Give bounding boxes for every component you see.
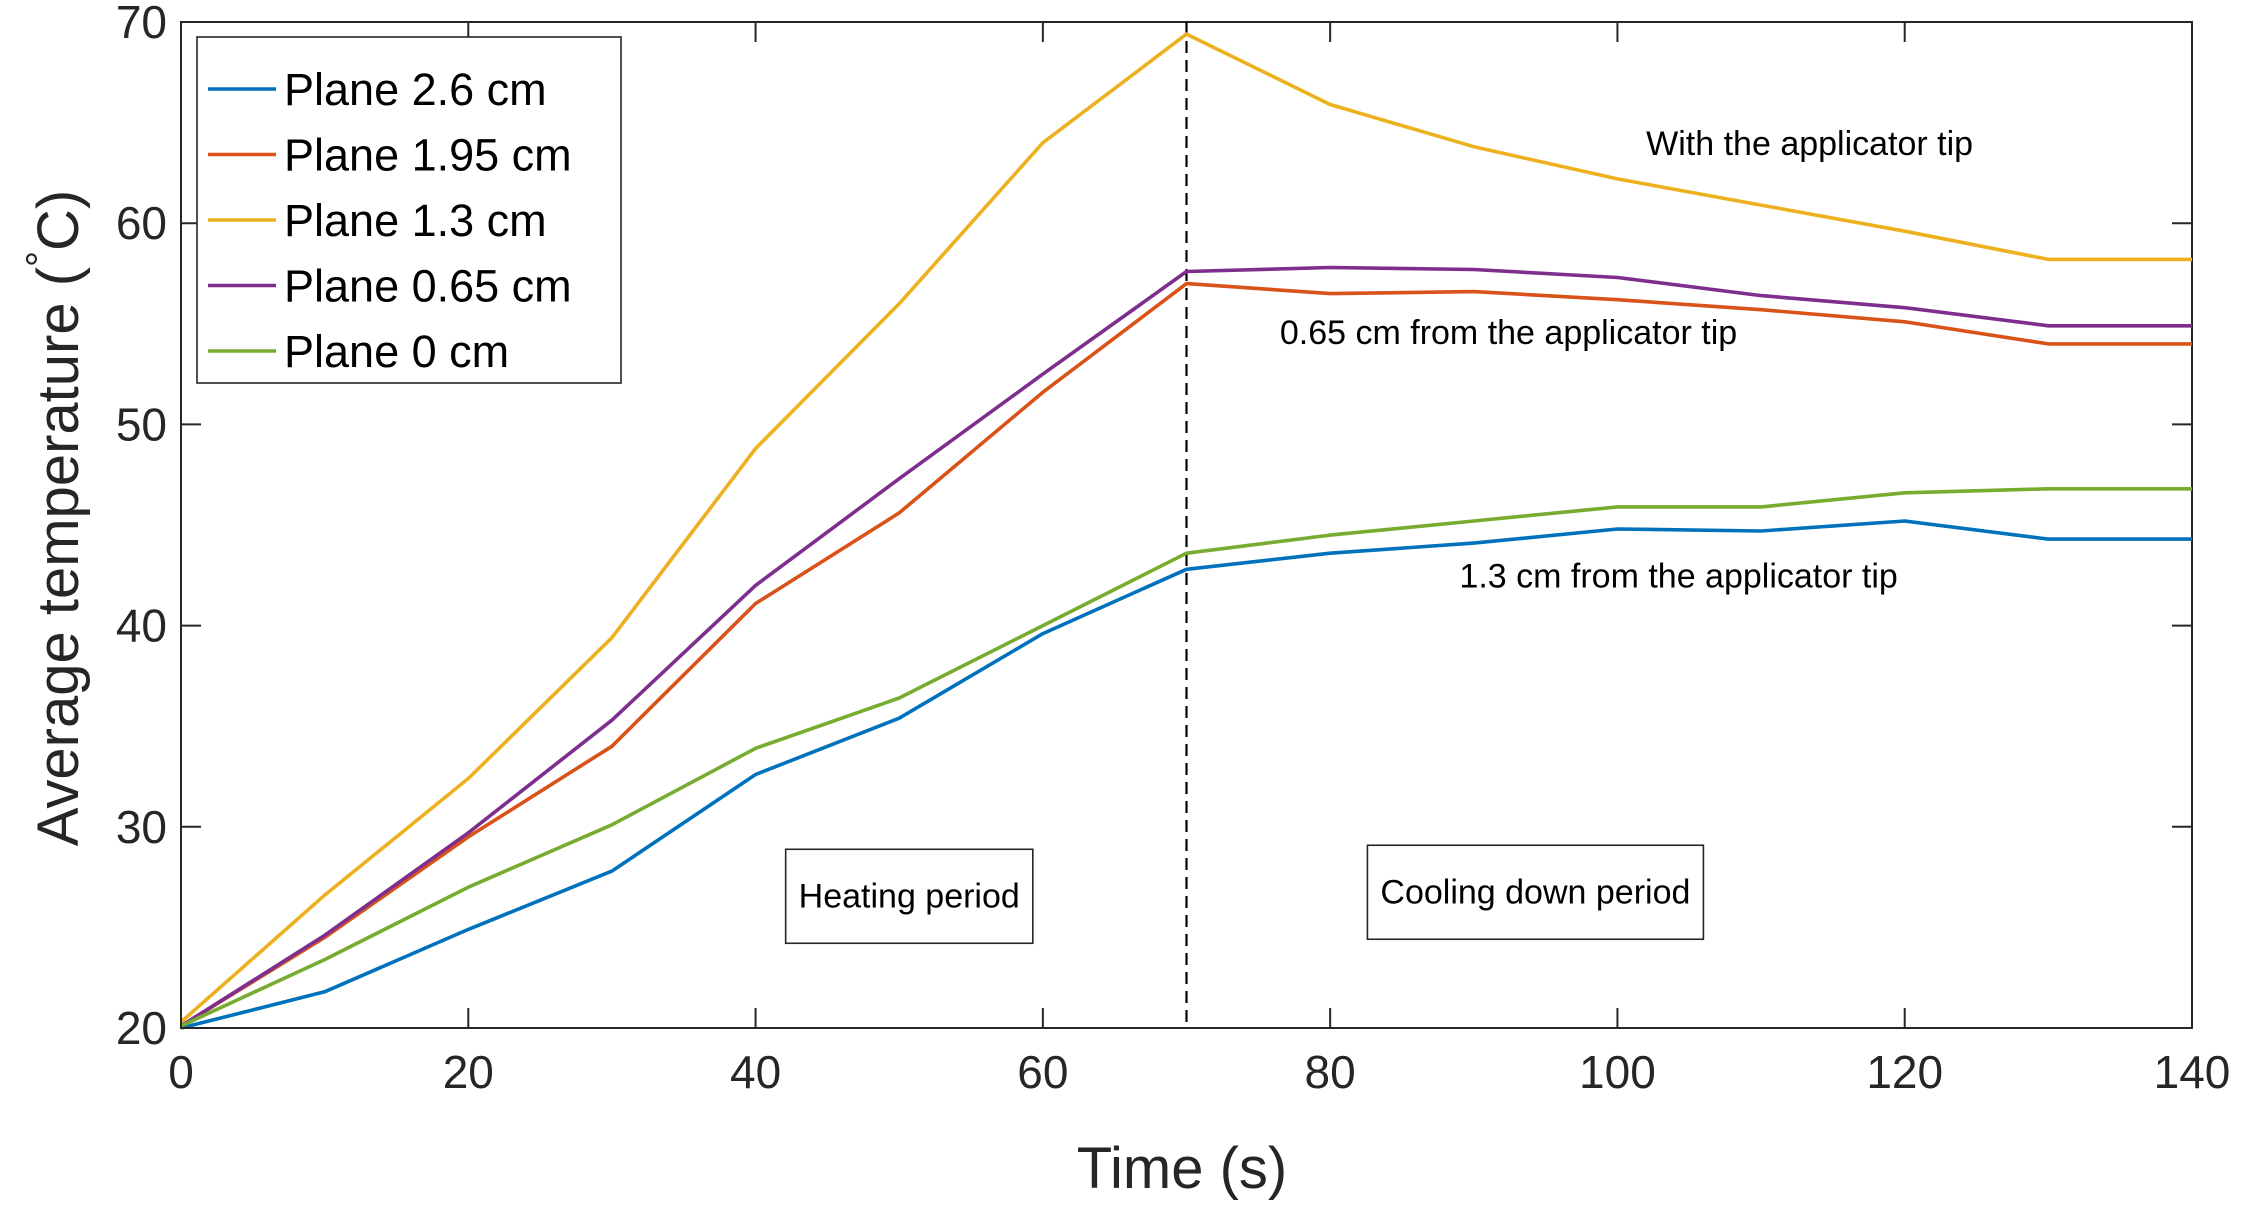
y-axis-title-unit: C) [26,190,91,251]
y-axis-title-main: Average temperature ( [26,267,91,846]
legend-label-5: Plane 0 cm [284,326,509,377]
x-tick-label: 0 [168,1046,194,1098]
annotation-box-5 [1366,844,1705,941]
x-tick-label: 20 [443,1046,494,1098]
x-tick-label: 100 [1579,1046,1656,1098]
series-line-1 [180,519,2192,1030]
series-line-2 [180,281,2192,1028]
series-line-4 [180,265,2192,1028]
annotation-box-4 [784,848,1034,945]
x-axis-title: Time (s) [1077,1136,1287,1201]
y-axis-title-degree: ° [19,251,63,267]
legend: Plane 2.6 cm Plane 1.95 cm Plane 1.3 cm Pla… [196,36,622,384]
y-axis-title: Average temperature (°C) [19,190,91,846]
legend-label-2: Plane 1.95 cm [284,130,572,181]
x-tick-label: 60 [1017,1046,1068,1098]
annotations-layer: With the applicator tip 0.65 cm from the … [784,125,1973,945]
series-layer [179,22,2192,1030]
annotation-2: 0.65 cm from the applicator tip [1280,314,1737,352]
y-tick-label: 30 [116,801,167,853]
annotation-4: Heating period [799,877,1020,915]
y-tick-label: 40 [116,600,167,652]
legend-box [196,36,622,384]
x-tick-label: 40 [730,1046,781,1098]
annotation-5: Cooling down period [1380,873,1690,911]
y-tick-label: 60 [116,197,167,249]
series-line-5 [180,486,2192,1028]
annotation-3: 1.3 cm from the applicator tip [1459,557,1897,595]
legend-label-3: Plane 1.3 cm [284,195,547,246]
x-tick-label: 140 [2154,1046,2231,1098]
y-tick-label: 20 [116,1002,167,1054]
legend-label-4: Plane 0.65 cm [284,261,572,312]
annotation-1: With the applicator tip [1646,125,1973,163]
series-line-3 [179,32,2192,1024]
x-tick-label: 120 [1866,1046,1943,1098]
legend-label-1: Plane 2.6 cm [284,64,547,115]
y-tick-label: 50 [116,398,167,450]
y-tick-label: 70 [116,0,167,48]
x-tick-label: 80 [1305,1046,1356,1098]
